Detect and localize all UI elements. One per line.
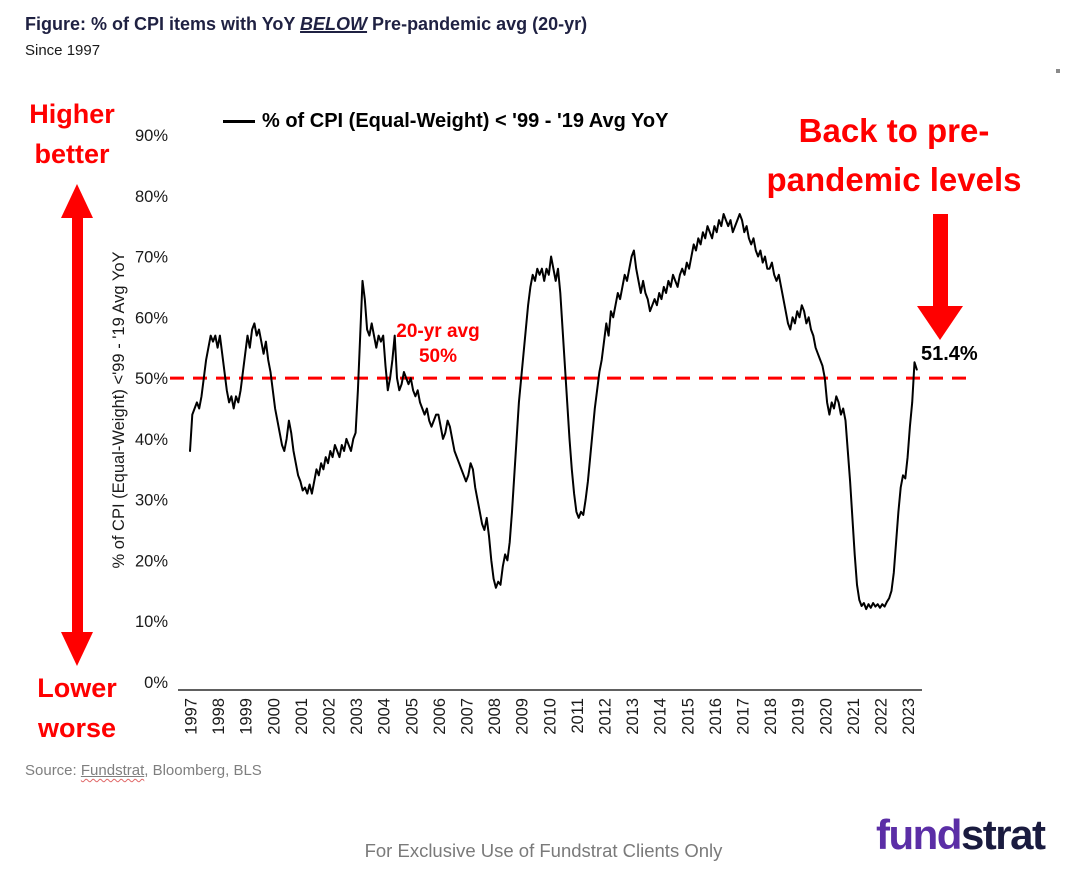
- y-tick-label: 20%: [135, 552, 168, 570]
- annotation-20yr-avg: 20-yr avg 50%: [383, 319, 493, 369]
- source-link: Fundstrat: [81, 762, 144, 779]
- annotation-lower-line1: Lower: [37, 673, 117, 703]
- x-tick-label: 2018: [762, 698, 780, 735]
- arrow-head-down: [61, 632, 93, 666]
- annotation-higher-line2: better: [34, 139, 110, 169]
- legend-label: % of CPI (Equal-Weight) < '99 - '19 Avg …: [262, 110, 669, 132]
- x-tick-label: 2007: [459, 698, 477, 735]
- x-tick-label: 2021: [845, 698, 863, 735]
- fundstrat-logo: fundstrat: [876, 811, 1046, 859]
- annotation-avg-line2: 50%: [418, 346, 458, 367]
- source-line: Source: Fundstrat, Bloomberg, BLS: [25, 762, 262, 779]
- data-series-line: [189, 213, 918, 611]
- logo-part-strat: strat: [960, 811, 1046, 858]
- up-down-arrow-icon: [61, 184, 93, 666]
- x-tick-label: 2005: [403, 698, 421, 735]
- x-tick-label: 2009: [514, 698, 532, 735]
- figure-title-emphasis: BELOW: [300, 14, 368, 34]
- x-tick-label: 2008: [486, 698, 504, 735]
- annotation-avg-line1: 20-yr avg: [396, 321, 480, 342]
- annotation-higher-line1: Higher: [29, 99, 115, 129]
- disclaimer-text: For Exclusive Use of Fundstrat Clients O…: [364, 840, 723, 861]
- figure-subtitle: Since 1997: [25, 42, 101, 59]
- source-prefix: Source:: [25, 762, 81, 779]
- down-arrow-shaft: [932, 214, 948, 306]
- x-tick-label: 2015: [679, 698, 697, 735]
- x-tick-label: 2022: [873, 698, 891, 735]
- chart-legend: % of CPI (Equal-Weight) < '99 - '19 Avg …: [223, 110, 668, 133]
- annotation-higher-better: Higher better: [12, 94, 132, 174]
- x-tick-label: 2002: [321, 698, 339, 735]
- y-tick-label: 60%: [135, 309, 168, 327]
- x-tick-label: 2011: [569, 698, 587, 733]
- x-tick-label: 2016: [707, 698, 725, 735]
- annotation-lower-line2: worse: [37, 713, 117, 743]
- x-tick-label: 1999: [238, 698, 256, 735]
- y-tick-label: 90%: [135, 127, 168, 145]
- x-tick-label: 2014: [652, 698, 670, 735]
- source-suffix: , Bloomberg, BLS: [144, 762, 262, 779]
- x-tick-label: 2023: [900, 698, 918, 735]
- figure-title: Figure: % of CPI items with YoY BELOW Pr…: [25, 14, 587, 35]
- down-arrow-icon: [917, 214, 963, 340]
- y-tick-label: 10%: [135, 613, 168, 631]
- x-tick-label: 2000: [265, 698, 283, 735]
- x-tick-label: 2013: [624, 698, 642, 735]
- x-tick-label: 2020: [817, 698, 835, 735]
- figure-title-suffix: Pre-pandemic avg (20-yr): [367, 14, 588, 34]
- x-tick-label: 1997: [183, 698, 201, 735]
- y-tick-label: 80%: [135, 188, 168, 206]
- stray-mark: [1056, 69, 1060, 73]
- x-tick-label: 2012: [597, 698, 615, 735]
- logo-part-fund: fund: [876, 811, 962, 858]
- annotation-back-line1: Back to pre-: [798, 112, 990, 149]
- figure-title-prefix: Figure: % of CPI items with YoY: [25, 14, 301, 34]
- annotation-back-to-prepandemic: Back to pre- pandemic levels: [738, 106, 1050, 204]
- down-arrow-head: [917, 306, 963, 340]
- x-tick-label: 1998: [210, 698, 228, 735]
- x-tick-label: 2019: [790, 698, 808, 735]
- x-tick-label: 2004: [376, 698, 394, 735]
- y-tick-label: 40%: [135, 431, 168, 449]
- y-tick-label: 50%: [135, 370, 168, 388]
- y-tick-label: 70%: [135, 249, 168, 267]
- x-tick-label: 2006: [431, 698, 449, 735]
- arrow-shaft: [71, 218, 83, 632]
- source-link-text: Fundstrat: [80, 762, 145, 779]
- legend-line-sample: [223, 120, 255, 123]
- annotation-lower-worse: Lower worse: [12, 668, 142, 748]
- x-tick-label: 2010: [541, 698, 559, 735]
- annotation-back-line2: pandemic levels: [766, 161, 1022, 198]
- y-axis-title: % of CPI (Equal-Weight) <'99 - '19 Avg Y…: [110, 251, 128, 568]
- y-tick-label: 30%: [135, 492, 168, 510]
- x-tick-label: 2017: [735, 698, 753, 735]
- arrow-head-up: [61, 184, 93, 218]
- x-tick-label: 2003: [348, 698, 366, 735]
- last-value-label: 51.4%: [921, 343, 978, 365]
- y-tick-label: 0%: [144, 674, 168, 692]
- x-tick-label: 2001: [293, 698, 311, 735]
